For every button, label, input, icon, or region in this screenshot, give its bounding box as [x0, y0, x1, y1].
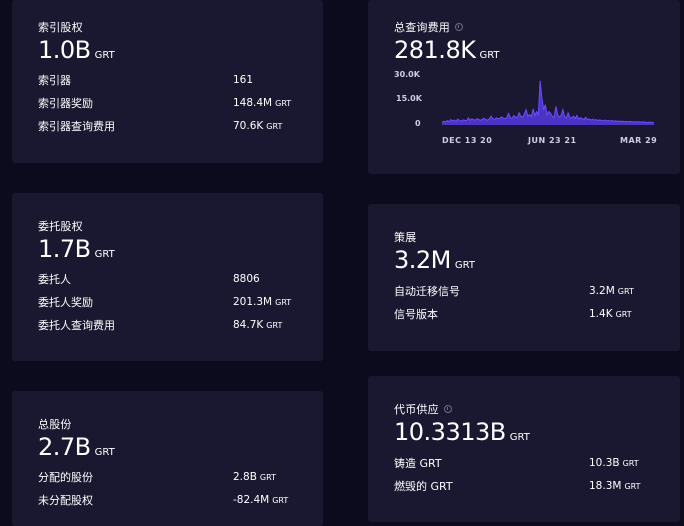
- row-label: 燃毁的 GRT: [394, 480, 453, 493]
- big-value: 3.2M: [394, 246, 451, 274]
- card-title: 策展: [394, 231, 417, 244]
- fee-line: [441, 80, 655, 124]
- y-tick-label: 15.0K: [396, 94, 422, 103]
- big-unit: GRT: [509, 432, 530, 443]
- info-icon[interactable]: [455, 23, 463, 31]
- token-supply-card: 代币供应 10.3313B GRT 铸造 GRT 10.3B GRT 燃毁的 GR…: [368, 376, 680, 522]
- x-tick-label: DEC 13 20: [442, 136, 493, 145]
- stat-row: 铸造 GRT 10.3B GRT: [394, 452, 654, 475]
- stat-value: 1.7B GRT: [38, 235, 297, 263]
- stat-value: 2.7B GRT: [38, 433, 297, 461]
- stat-row: 委托人 8806: [38, 268, 297, 291]
- x-tick-label: MAR 29: [620, 136, 658, 145]
- row-value: 201.3M GRT: [233, 296, 292, 308]
- row-value: -82.4M GRT: [233, 494, 289, 506]
- big-unit: GRT: [94, 249, 115, 260]
- big-unit: GRT: [94, 447, 115, 458]
- row-value: 10.3B GRT: [589, 457, 639, 469]
- row-value: 161: [233, 74, 254, 86]
- stat-row: 未分配股权 -82.4M GRT: [38, 489, 297, 512]
- total-stake-card: 总股份 2.7B GRT 分配的股份 2.8B GRT 未分配股权 -82.4M G…: [12, 391, 323, 526]
- y-tick-label: 30.0K: [394, 70, 420, 79]
- row-label: 未分配股权: [38, 494, 93, 507]
- big-unit: GRT: [94, 50, 115, 61]
- stat-value: 1.0B GRT: [38, 36, 297, 64]
- curation-card: 策展 3.2M GRT 自动迁移信号 3.2M GRT 信号版本 1.4K GRT: [368, 204, 680, 351]
- query-fees-chart: 30.0K 15.0K 0 DEC 13 20 JUN 23 21 MAR 29: [392, 64, 658, 150]
- stat-row: 自动迁移信号 3.2M GRT: [394, 280, 654, 303]
- row-value: 2.8B GRT: [233, 471, 276, 483]
- y-tick-label: 0: [415, 119, 421, 128]
- stat-row: 分配的股份 2.8B GRT: [38, 466, 297, 489]
- row-value: 70.6K GRT: [233, 120, 283, 132]
- row-label: 委托人: [38, 273, 71, 286]
- big-value: 281.8K: [394, 36, 476, 64]
- card-title: 索引股权: [38, 21, 83, 34]
- row-label: 信号版本: [394, 308, 438, 321]
- row-label: 委托人奖励: [38, 296, 93, 309]
- card-title-text: 总查询费用: [394, 21, 450, 34]
- card-title-text: 代币供应: [394, 403, 439, 416]
- card-title: 总查询费用: [394, 20, 654, 34]
- info-icon[interactable]: [443, 405, 452, 413]
- row-label: 索引器查询费用: [38, 120, 115, 133]
- stat-row: 委托人查询费用 84.7K GRT: [38, 314, 297, 337]
- row-value: 84.7K GRT: [233, 319, 283, 331]
- big-value: 10.3313B: [394, 418, 506, 446]
- x-tick-label: JUN 23 21: [528, 136, 577, 145]
- row-label: 委托人查询费用: [38, 319, 115, 332]
- row-value: 8806: [233, 273, 260, 285]
- stat-row: 索引器 161: [38, 69, 297, 92]
- stat-value: 10.3313B GRT: [394, 418, 654, 446]
- stat-row: 燃毁的 GRT 18.3M GRT: [394, 475, 654, 498]
- row-label: 铸造 GRT: [394, 457, 442, 470]
- row-value: 1.4K GRT: [589, 308, 632, 320]
- big-value: 2.7B: [38, 433, 91, 461]
- row-label: 分配的股份: [38, 471, 93, 484]
- fee-area: [442, 80, 654, 125]
- delegator-stake-card: 委托股权 1.7B GRT 委托人 8806 委托人奖励 201.3M GRT 委…: [12, 193, 323, 361]
- stat-value: 281.8K GRT: [394, 36, 654, 64]
- card-title: 总股份: [38, 418, 72, 431]
- indexer-stake-card: 索引股权 1.0B GRT 索引器 161 索引器奖励 148.4M GRT 索引…: [12, 0, 323, 163]
- big-value: 1.7B: [38, 235, 91, 263]
- row-value: 148.4M GRT: [233, 97, 292, 109]
- stat-row: 索引器查询费用 70.6K GRT: [38, 115, 297, 138]
- big-value: 1.0B: [38, 36, 91, 64]
- row-label: 索引器奖励: [38, 97, 93, 110]
- big-unit: GRT: [454, 260, 475, 271]
- row-value: 3.2M GRT: [589, 285, 634, 297]
- row-label: 自动迁移信号: [394, 285, 460, 298]
- card-title: 委托股权: [38, 220, 83, 233]
- card-title: 代币供应: [394, 402, 654, 416]
- stat-row: 委托人奖励 201.3M GRT: [38, 291, 297, 314]
- row-value: 18.3M GRT: [589, 480, 641, 492]
- big-unit: GRT: [479, 50, 500, 61]
- stat-row: 信号版本 1.4K GRT: [394, 303, 654, 326]
- stat-value: 3.2M GRT: [394, 246, 654, 274]
- stat-row: 索引器奖励 148.4M GRT: [38, 92, 297, 115]
- query-fees-card: 总查询费用 281.8K GRT 30.0K 15.0K 0 DEC 13 20…: [368, 0, 680, 174]
- row-label: 索引器: [38, 74, 71, 87]
- fee-area-chart: [441, 80, 655, 125]
